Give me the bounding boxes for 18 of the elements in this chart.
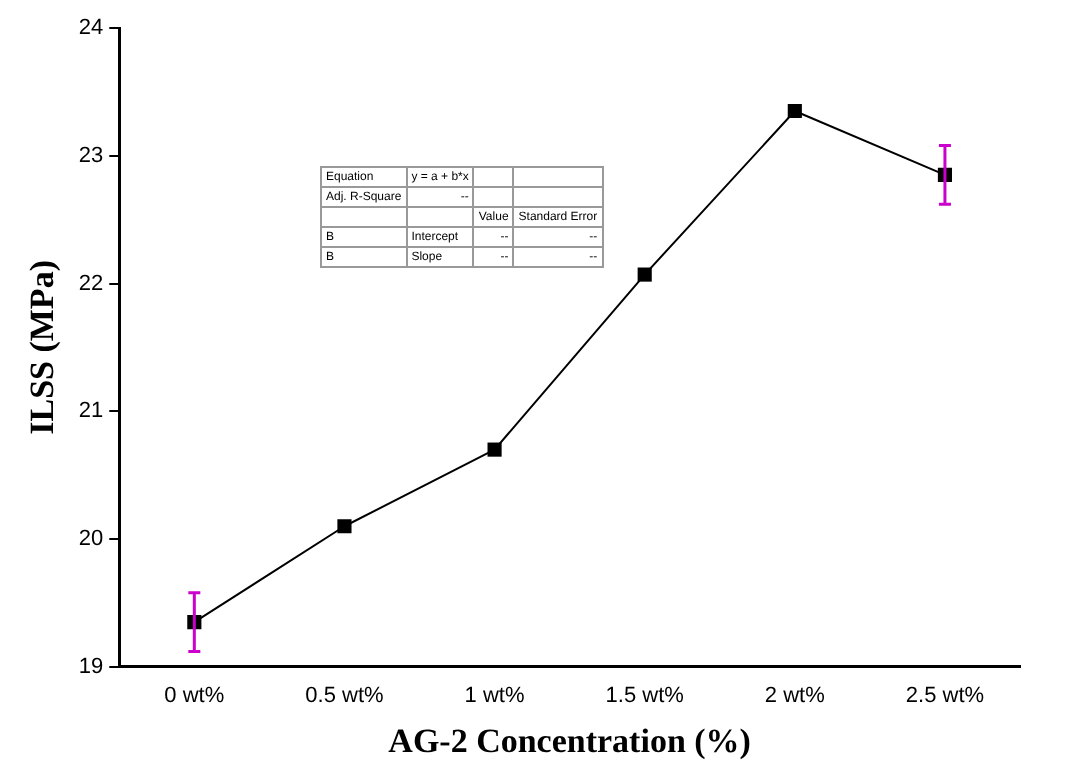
point	[487, 442, 502, 457]
y-axis-title: ILSS (MPa)	[23, 260, 62, 435]
y-tick-label: 20	[78, 527, 104, 552]
x-tick-label: 0.5 wt%	[305, 684, 385, 709]
y-tick-label: 24	[78, 16, 104, 41]
y-tick-label: 21	[78, 399, 104, 424]
point	[637, 267, 652, 282]
x-axis-title: AG-2 Concentration (%)	[388, 722, 751, 761]
x-tick-label: 0 wt%	[164, 684, 225, 709]
point	[787, 103, 802, 119]
y-tick-label: 19	[78, 654, 104, 679]
x-tick-label: 1.5 wt%	[605, 684, 685, 709]
x-tick-label: 2.5 wt%	[905, 684, 985, 709]
point	[337, 519, 352, 534]
y-tick-label: 23	[78, 143, 104, 168]
x-tick-label: 2 wt%	[764, 684, 826, 709]
x-tick-label: 1 wt%	[464, 684, 525, 709]
y-tick-label: 22	[78, 271, 104, 296]
